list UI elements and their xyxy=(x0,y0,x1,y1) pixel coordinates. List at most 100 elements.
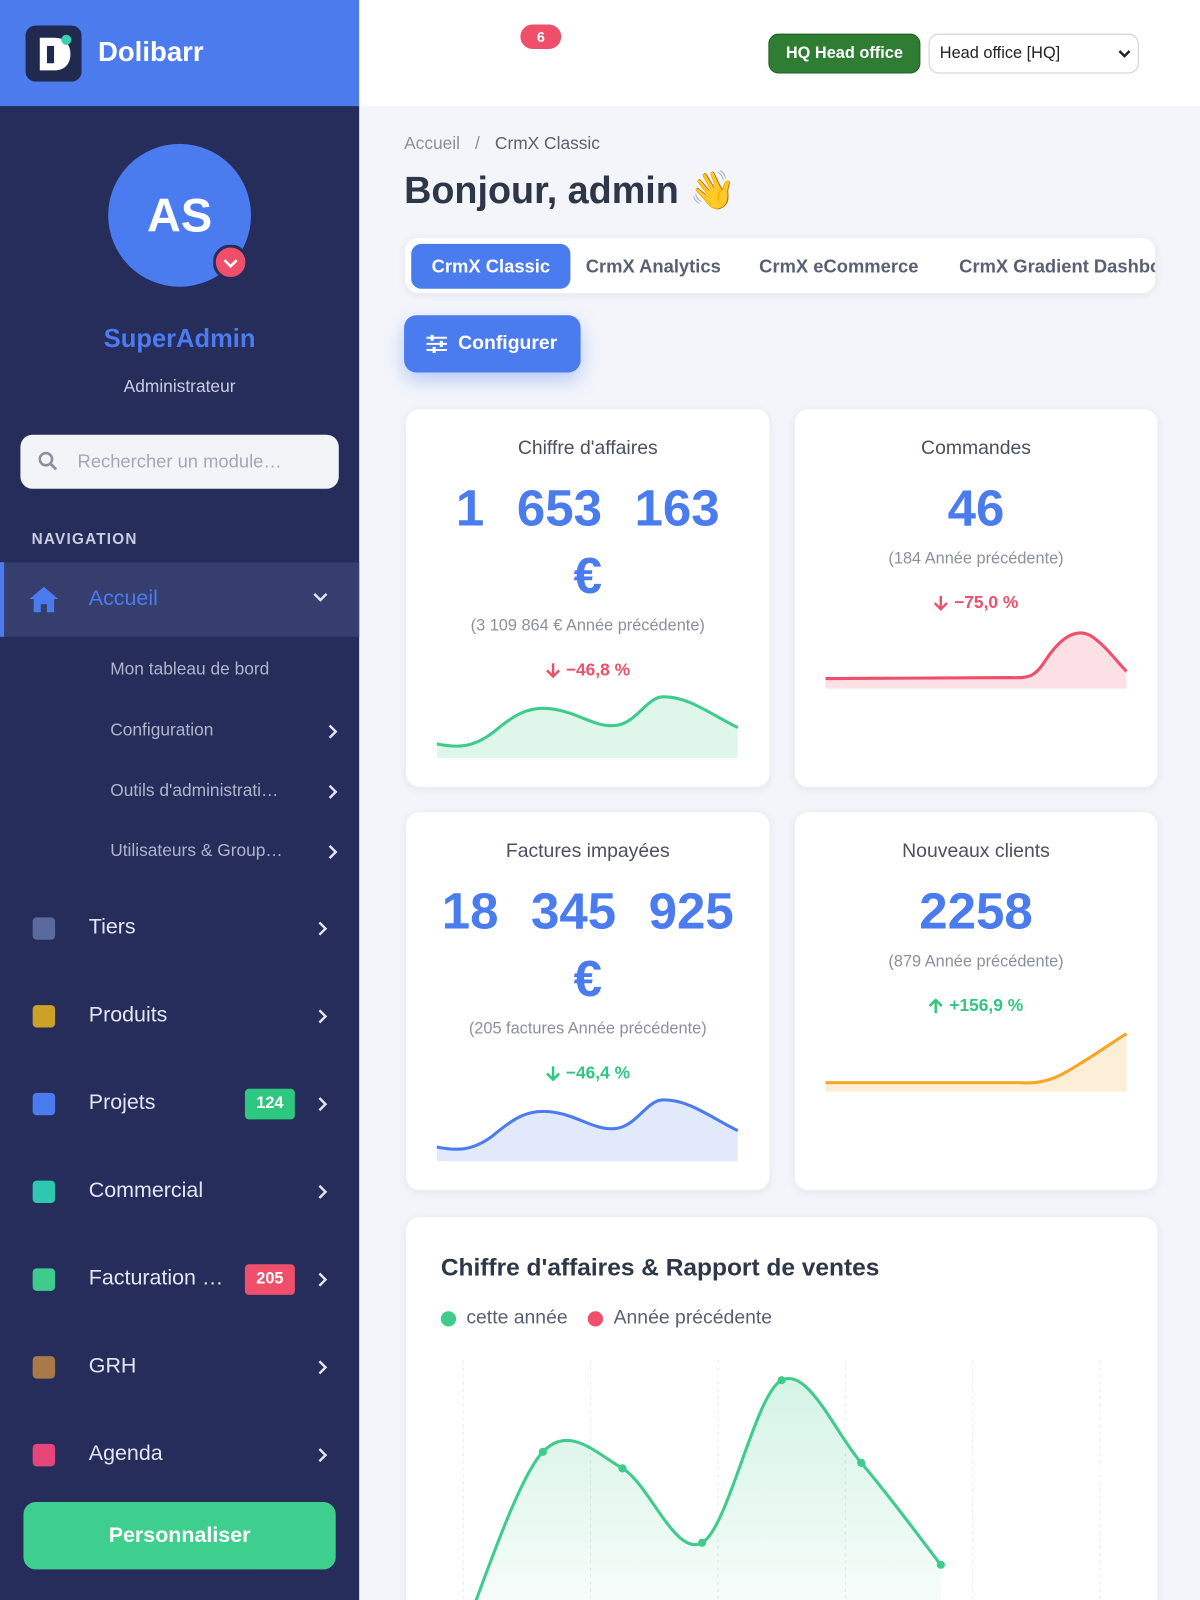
kpi-title: Chiffre d'affaires xyxy=(517,437,658,460)
select-arrow xyxy=(1118,50,1131,58)
menu-item[interactable]: Commercial xyxy=(88,1178,204,1203)
arrow-down xyxy=(545,663,560,679)
tab-active[interactable]: CrmX Classic xyxy=(411,243,571,289)
home-icon xyxy=(29,586,59,613)
kpi-value: 1 653 163 € xyxy=(455,479,720,605)
avatar-status[interactable] xyxy=(213,244,248,280)
configure-button[interactable]: Configurer xyxy=(404,315,581,373)
tab[interactable]: CrmX Gradient Dashboard xyxy=(959,256,1155,277)
chart xyxy=(462,1360,1101,1600)
nav-heading: NAVIGATION xyxy=(31,530,138,548)
menu-icon xyxy=(32,1356,56,1379)
legend-item: Année précédente xyxy=(588,1307,772,1329)
menu-item-active[interactable]: Accueil xyxy=(0,562,360,637)
kpi-change: −46,8 % xyxy=(406,660,769,680)
sparkline xyxy=(436,695,739,759)
menu-item[interactable]: Agenda xyxy=(88,1441,163,1466)
chart-title: Chiffre d'affaires & Rapport de ventes xyxy=(440,1254,880,1282)
breadcrumb-current: CrmX Classic xyxy=(494,133,600,154)
point xyxy=(777,1376,786,1385)
menu-item[interactable]: GRH xyxy=(88,1354,137,1378)
kpi-content: Factures impayées 18 345 925 € (205 fact… xyxy=(406,841,769,1084)
kpi-value: 2258 xyxy=(919,882,1033,940)
menu-icon-shape xyxy=(32,1356,56,1379)
chevron-path xyxy=(318,1184,328,1199)
menu-icon xyxy=(32,917,56,940)
arrow-down xyxy=(545,1066,560,1082)
chevron-path xyxy=(318,1009,328,1024)
chevron-path xyxy=(328,845,338,860)
chevron-path xyxy=(318,1272,328,1287)
submenu-item[interactable]: Outils d'administrati… xyxy=(110,780,279,800)
menu-icon-shape xyxy=(32,917,56,940)
kpi-change: +156,9 % xyxy=(795,996,1157,1016)
breadcrumb-link[interactable]: Accueil xyxy=(404,133,461,154)
breadcrumb-separator: / xyxy=(475,133,480,154)
menu-icon xyxy=(32,1092,56,1116)
kpi-change-value: −75,0 % xyxy=(954,592,1019,613)
search-icon xyxy=(38,451,58,471)
kpi-value: 18 345 925 € xyxy=(441,882,734,1008)
chevron-right xyxy=(318,1184,328,1199)
customize-button[interactable]: Personnaliser xyxy=(23,1502,336,1570)
kpi-change-value: −46,4 % xyxy=(565,1063,631,1083)
legend-swatch xyxy=(440,1310,457,1327)
chevron-right xyxy=(318,1009,328,1024)
entity-select[interactable]: Head office [HQ] xyxy=(928,33,1139,74)
kpi-title: Factures impayées xyxy=(505,840,670,863)
point xyxy=(936,1560,945,1569)
menu-icon-shape xyxy=(32,1092,56,1116)
sparkline xyxy=(825,1032,1128,1092)
chevron-down xyxy=(313,593,328,602)
legend-label: cette année xyxy=(466,1307,568,1329)
kpi-card: Commandes 46 (184 Année précédente) −75,… xyxy=(793,408,1159,788)
area xyxy=(476,1378,941,1600)
logo xyxy=(25,25,82,82)
menu-icon-shape xyxy=(32,1268,56,1291)
chart-card: Chiffre d'affaires & Rapport de ventes c… xyxy=(405,1216,1159,1600)
arrow-down xyxy=(933,595,948,611)
menu-item[interactable]: Projets xyxy=(88,1090,156,1115)
breadcrumb: Accueil / CrmX Classic xyxy=(404,134,600,154)
chevron-right xyxy=(318,1360,328,1375)
menu-icon-shape xyxy=(32,1443,56,1467)
search-box[interactable]: Rechercher un module… xyxy=(20,434,339,489)
kpi-content: Chiffre d'affaires 1 653 163 € (3 109 86… xyxy=(406,438,769,681)
entity-badge[interactable]: HQ Head office xyxy=(768,33,921,74)
kpi-value: 46 xyxy=(947,479,1005,537)
menu-label: Accueil xyxy=(88,586,158,611)
menu-badge: 205 xyxy=(244,1264,295,1295)
topbar: 6 HQ Head office Head office [HQ] xyxy=(359,0,1200,107)
tab[interactable]: CrmX eCommerce xyxy=(759,256,919,277)
chevron-right xyxy=(318,1448,328,1463)
chevron-path xyxy=(318,1360,328,1375)
submenu-item[interactable]: Utilisateurs & Group… xyxy=(110,840,283,861)
kpi-card: Chiffre d'affaires 1 653 163 € (3 109 86… xyxy=(405,408,771,788)
chevron-right xyxy=(328,724,338,739)
notification-badge[interactable]: 6 xyxy=(520,24,562,49)
legend-label: Année précédente xyxy=(613,1307,773,1329)
greeting: Bonjour, admin 👋 xyxy=(404,169,737,212)
menu-icon xyxy=(32,1268,56,1291)
legend: cette année Année précédente xyxy=(440,1307,772,1329)
kpi-previous: (205 factures Année précédente) xyxy=(468,1020,707,1038)
kpi-change-value: +156,9 % xyxy=(949,995,1024,1016)
point xyxy=(697,1538,707,1547)
brand-name: Dolibarr xyxy=(97,36,204,68)
menu-icon xyxy=(32,1443,56,1467)
tab[interactable]: CrmX Analytics xyxy=(585,256,721,277)
chevron-right xyxy=(328,784,338,799)
chevron-right xyxy=(318,1272,328,1287)
menu-item[interactable]: Facturation … xyxy=(88,1266,224,1290)
menu-item[interactable]: Tiers xyxy=(88,915,136,939)
menu-item[interactable]: Produits xyxy=(88,1003,168,1027)
user-name: SuperAdmin xyxy=(103,324,256,354)
user-role: Administrateur xyxy=(123,376,236,396)
search-placeholder: Rechercher un module… xyxy=(77,451,282,472)
submenu-item[interactable]: Mon tableau de bord xyxy=(110,659,270,679)
kpi-title: Nouveaux clients xyxy=(902,840,1050,863)
submenu-item[interactable]: Configuration xyxy=(110,720,214,740)
sparkline xyxy=(436,1098,739,1162)
